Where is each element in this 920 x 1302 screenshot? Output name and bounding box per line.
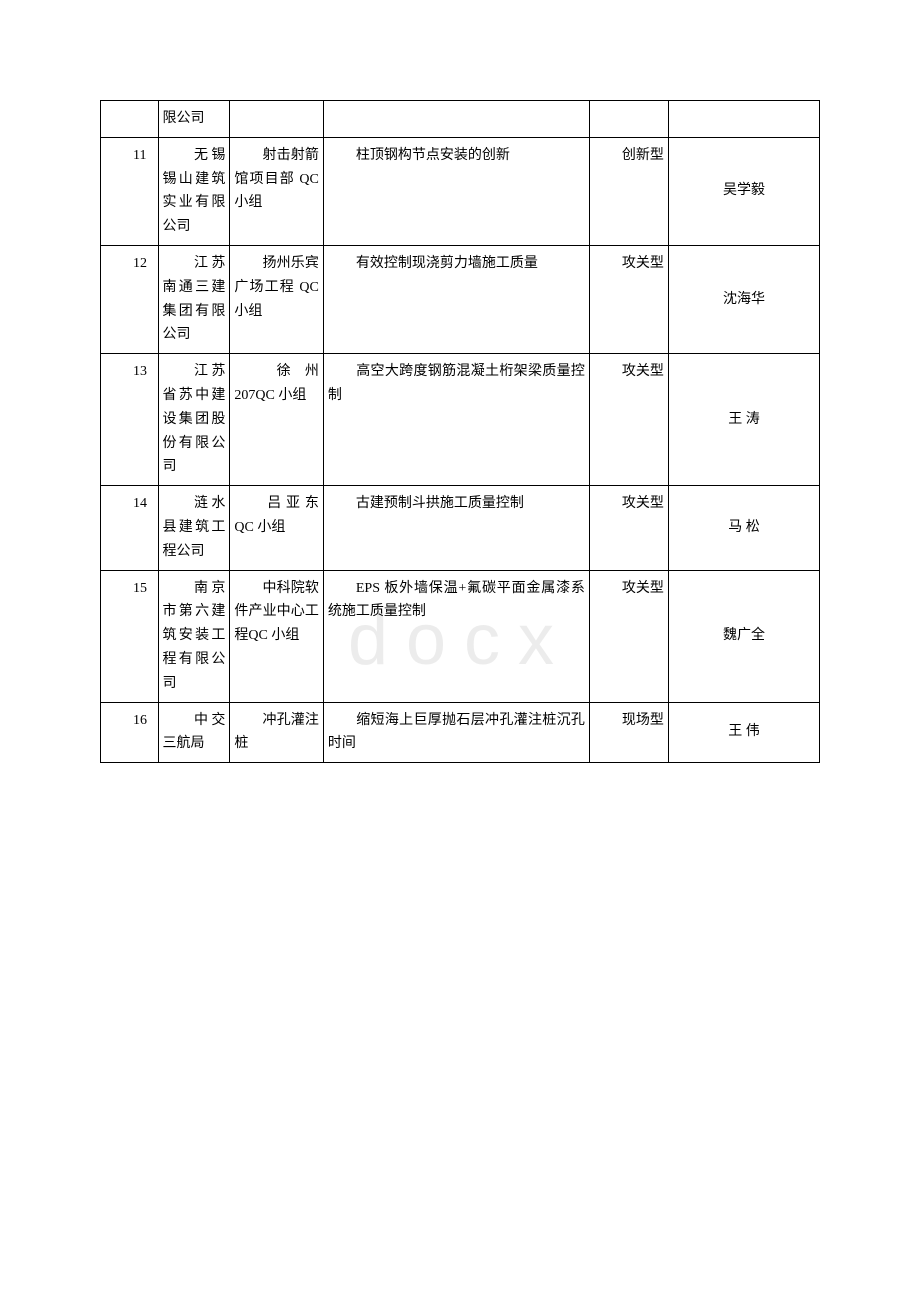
cell-type: 现场型: [589, 702, 668, 763]
cell-leader: 沈海华: [668, 245, 819, 353]
cell-leader: [668, 101, 819, 138]
cell-type: 攻关型: [589, 354, 668, 486]
cell-seq: 13: [101, 354, 159, 486]
cell-group: 吕亚东QC 小组: [230, 486, 323, 570]
table-row: 15 南京市第六建筑安装工程有限公司 中科院软件产业中心工程QC 小组 EPS …: [101, 570, 820, 702]
cell-leader: 王 伟: [668, 702, 819, 763]
cell-type: 攻关型: [589, 245, 668, 353]
table-row: 16 中交三航局 冲孔灌注桩 缩短海上巨厚抛石层冲孔灌注桩沉孔时间 现场型 王 …: [101, 702, 820, 763]
cell-company: 无锡锡山建筑实业有限公司: [158, 137, 230, 245]
cell-group: 中科院软件产业中心工程QC 小组: [230, 570, 323, 702]
cell-group: [230, 101, 323, 138]
table-row: 12 江苏南通三建集团有限公司 扬州乐宾广场工程 QC小组 有效控制现浇剪力墙施…: [101, 245, 820, 353]
cell-project: [323, 101, 589, 138]
cell-type: 攻关型: [589, 570, 668, 702]
cell-leader: 马 松: [668, 486, 819, 570]
table-row: 14 涟水县建筑工程公司 吕亚东QC 小组 古建预制斗拱施工质量控制 攻关型 马…: [101, 486, 820, 570]
cell-project: 高空大跨度钢筋混凝土桁架梁质量控制: [323, 354, 589, 486]
cell-company: 限公司: [158, 101, 230, 138]
cell-project: EPS 板外墙保温+氟碳平面金属漆系统施工质量控制: [323, 570, 589, 702]
cell-leader: 魏广全: [668, 570, 819, 702]
cell-group: 射击射箭馆项目部 QC小组: [230, 137, 323, 245]
table-row: 限公司: [101, 101, 820, 138]
cell-project: 古建预制斗拱施工质量控制: [323, 486, 589, 570]
table-container: 限公司 11 无锡锡山建筑实业有限公司 射击射箭馆项目部 QC小组 柱顶钢构节点…: [100, 100, 820, 763]
cell-company: 南京市第六建筑安装工程有限公司: [158, 570, 230, 702]
cell-seq: 14: [101, 486, 159, 570]
cell-seq: 12: [101, 245, 159, 353]
cell-group: 徐州207QC 小组: [230, 354, 323, 486]
cell-type: [589, 101, 668, 138]
table-row: 13 江苏省苏中建设集团股份有限公司 徐州207QC 小组 高空大跨度钢筋混凝土…: [101, 354, 820, 486]
cell-company: 江苏省苏中建设集团股份有限公司: [158, 354, 230, 486]
cell-project: 柱顶钢构节点安装的创新: [323, 137, 589, 245]
cell-type: 创新型: [589, 137, 668, 245]
cell-leader: 吴学毅: [668, 137, 819, 245]
cell-seq: 11: [101, 137, 159, 245]
data-table: 限公司 11 无锡锡山建筑实业有限公司 射击射箭馆项目部 QC小组 柱顶钢构节点…: [100, 100, 820, 763]
cell-company: 江苏南通三建集团有限公司: [158, 245, 230, 353]
cell-project: 缩短海上巨厚抛石层冲孔灌注桩沉孔时间: [323, 702, 589, 763]
cell-group: 扬州乐宾广场工程 QC小组: [230, 245, 323, 353]
cell-group: 冲孔灌注桩: [230, 702, 323, 763]
table-row: 11 无锡锡山建筑实业有限公司 射击射箭馆项目部 QC小组 柱顶钢构节点安装的创…: [101, 137, 820, 245]
cell-seq: [101, 101, 159, 138]
cell-leader: 王 涛: [668, 354, 819, 486]
cell-seq: 15: [101, 570, 159, 702]
cell-type: 攻关型: [589, 486, 668, 570]
cell-company: 涟水县建筑工程公司: [158, 486, 230, 570]
cell-company: 中交三航局: [158, 702, 230, 763]
cell-seq: 16: [101, 702, 159, 763]
cell-project: 有效控制现浇剪力墙施工质量: [323, 245, 589, 353]
